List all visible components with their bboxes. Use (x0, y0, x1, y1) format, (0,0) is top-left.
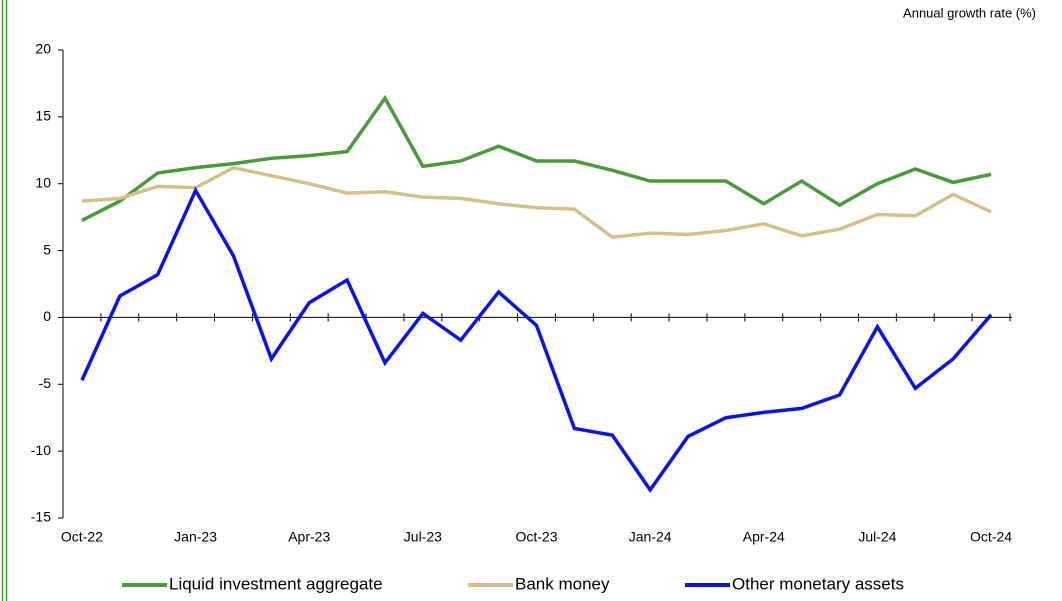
series-line (81, 165, 992, 240)
x-tick-label: Apr-24 (743, 529, 785, 545)
series-line (80, 186, 993, 493)
legend-label: Other monetary assets (732, 574, 904, 593)
y-tick-label: 0 (43, 308, 51, 324)
y-tick-label: 20 (35, 41, 51, 57)
y-tick-label: 5 (43, 241, 51, 257)
y-tick-label: 15 (35, 108, 51, 124)
x-tick-label: Apr-23 (288, 529, 330, 545)
y-tick-label: -5 (39, 375, 52, 391)
x-tick-label: Jul-24 (858, 529, 896, 545)
x-tick-label: Jan-24 (629, 529, 672, 545)
series-line (81, 94, 992, 223)
x-tick-label: Oct-24 (970, 529, 1012, 545)
legend-label: Liquid investment aggregate (169, 574, 383, 593)
legend-label: Bank money (515, 574, 610, 593)
x-tick-label: Jan-23 (174, 529, 217, 545)
x-tick-label: Oct-22 (61, 529, 103, 545)
y-tick-label: 10 (35, 174, 51, 190)
x-tick-label: Oct-23 (515, 529, 557, 545)
y-tick-label: -10 (31, 442, 51, 458)
x-tick-label: Jul-23 (404, 529, 442, 545)
y-tick-label: -15 (31, 509, 51, 525)
axis-label: Annual growth rate (%) (903, 5, 1036, 20)
